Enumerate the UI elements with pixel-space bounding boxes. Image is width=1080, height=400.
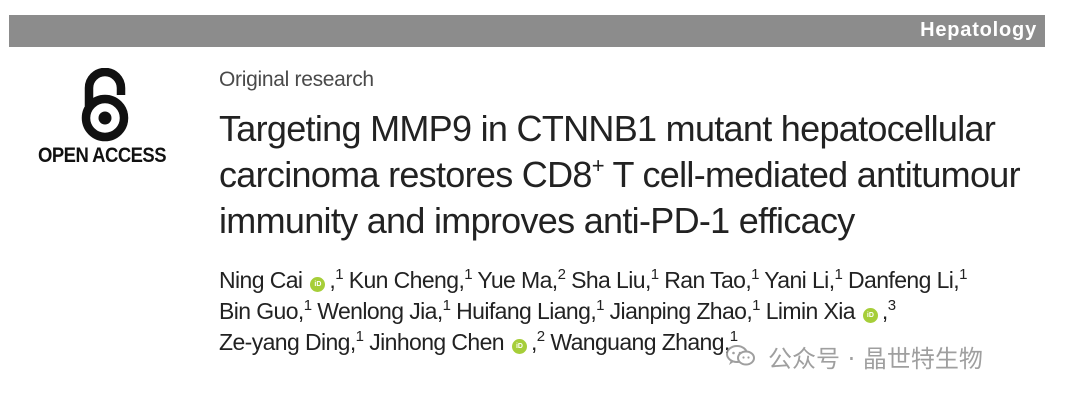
watermark: 公众号 · 晶世特生物	[726, 338, 983, 374]
author[interactable]: Bin Guo,1	[219, 297, 312, 324]
author-name: Ning Cai	[219, 267, 303, 293]
open-access-label: OPEN ACCESS	[38, 144, 167, 167]
orcid-icon[interactable]: iD	[310, 277, 326, 292]
author[interactable]: Wenlong Jia,1	[317, 297, 451, 324]
author-name: Yani Li	[764, 267, 829, 293]
author-list: Ning Cai iD ,1 Kun Cheng,1 Yue Ma,2 Sha Li…	[219, 265, 1049, 358]
author[interactable]: Kun Cheng,1	[348, 266, 473, 293]
author[interactable]: Sha Liu,1	[571, 266, 659, 293]
affiliation-marker: 1	[729, 328, 738, 345]
affiliation-marker: 1	[650, 266, 659, 283]
orcid-icon[interactable]: iD	[862, 308, 878, 323]
title-text: T cell-mediated antitumour	[603, 154, 1021, 195]
author[interactable]: Yue Ma,2	[477, 266, 566, 293]
author-name: Ze-yang Ding	[219, 329, 350, 355]
title-line: carcinoma restores CD8+ T cell-mediated …	[219, 152, 1049, 198]
author-line: Ning Cai iD ,1 Kun Cheng,1 Yue Ma,2 Sha Li…	[219, 265, 1049, 296]
watermark-text: 公众号 · 晶世特生物	[768, 344, 983, 373]
author[interactable]: Jinhong Chen iD ,2	[369, 328, 545, 355]
affiliation-marker: 1	[752, 297, 760, 314]
article-section: Original research	[219, 68, 374, 91]
author-name: Wanguang Zhang	[550, 329, 724, 355]
title-superscript: +	[591, 153, 605, 178]
title-line: Targeting MMP9 in CTNNB1 mutant hepatoce…	[219, 108, 996, 149]
author[interactable]: Wanguang Zhang,1	[550, 328, 738, 355]
author[interactable]: Limin Xia iD ,3	[765, 297, 896, 324]
author[interactable]: Yani Li,1	[764, 266, 843, 293]
author-name: Huifang Liang	[456, 298, 591, 324]
article-title: Targeting MMP9 in CTNNB1 mutant hepatoce…	[219, 106, 1049, 244]
author[interactable]: Ran Tao,1	[664, 266, 759, 293]
affiliation-marker: 3	[887, 297, 896, 314]
affiliation-marker: 1	[303, 297, 312, 314]
journal-banner: Hepatology	[9, 15, 1045, 47]
author-name: Jinhong Chen	[369, 329, 504, 355]
affiliation-marker: 1	[442, 297, 451, 314]
affiliation-marker: 1	[751, 266, 759, 283]
affiliation-marker: 2	[557, 266, 566, 283]
affiliation-marker: 1	[959, 266, 967, 283]
affiliation-marker: 2	[536, 328, 545, 345]
author-name: Wenlong Jia	[317, 298, 437, 324]
author[interactable]: Huifang Liang,1	[456, 297, 604, 324]
open-access-lock-icon	[81, 68, 129, 142]
author-name: Sha Liu	[571, 267, 645, 293]
author-name: Limin Xia	[765, 298, 856, 324]
affiliation-marker: 1	[596, 297, 604, 314]
author[interactable]: Jianping Zhao,1	[609, 297, 761, 324]
author-name: Ran Tao	[664, 267, 746, 293]
author-name: Yue Ma	[477, 267, 552, 293]
title-line: immunity and improves anti-PD-1 efficacy	[219, 200, 855, 241]
author-name: Danfeng Li	[848, 267, 954, 293]
author[interactable]: Ning Cai iD ,1	[219, 266, 344, 293]
affiliation-marker: 1	[834, 266, 843, 283]
journal-name: Hepatology	[920, 19, 1037, 41]
author-name: Bin Guo	[219, 298, 299, 324]
author-line: Bin Guo,1 Wenlong Jia,1 Huifang Liang,1 …	[219, 296, 1049, 327]
author[interactable]: Ze-yang Ding,1	[219, 328, 364, 355]
orcid-icon[interactable]: iD	[511, 339, 527, 354]
author-line: Ze-yang Ding,1 Jinhong Chen iD ,2 Wanguang…	[219, 327, 1049, 358]
affiliation-marker: 1	[355, 328, 364, 345]
author-name: Kun Cheng	[348, 267, 459, 293]
wechat-icon	[726, 345, 755, 366]
affiliation-marker: 1	[464, 266, 472, 283]
author-name: Jianping Zhao	[609, 298, 747, 324]
author[interactable]: Danfeng Li,1	[848, 266, 967, 293]
affiliation-marker: 1	[335, 266, 343, 283]
title-text: carcinoma restores CD8	[219, 154, 592, 195]
